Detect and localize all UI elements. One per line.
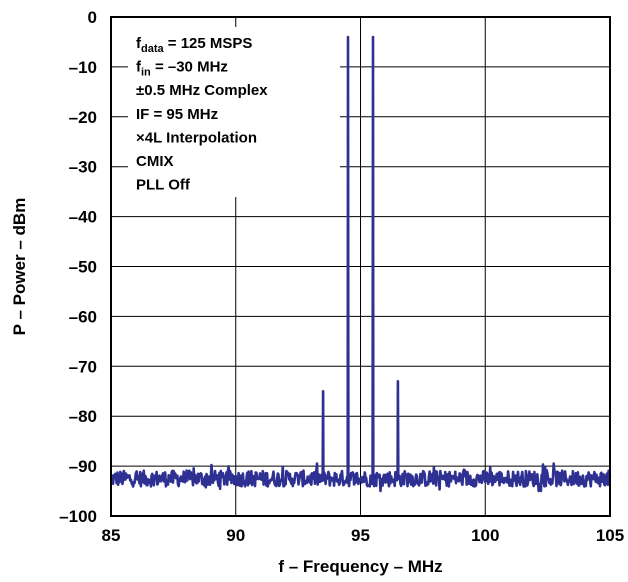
annotation-background xyxy=(128,27,340,197)
annotation-line: IF = 95 MHz xyxy=(136,106,218,123)
x-tick-label: 105 xyxy=(596,526,624,545)
y-axis-label: P – Power – dBm xyxy=(10,198,29,336)
y-tick-label: –90 xyxy=(69,457,97,476)
y-tick-label: –100 xyxy=(59,507,97,526)
y-tick-label: –30 xyxy=(69,158,97,177)
x-tick-labels: 85 90 95 100 105 xyxy=(102,526,625,545)
y-tick-label: –20 xyxy=(69,108,97,127)
y-tick-labels: 0 –10 –20 –30 –40 –50 –60 –70 –80 –90 –100 xyxy=(59,8,97,526)
y-tick-label: –70 xyxy=(69,357,97,376)
annotation-line: ±0.5 MHz Complex xyxy=(136,82,268,99)
plot-frame xyxy=(110,16,611,517)
x-tick-label: 95 xyxy=(351,526,370,545)
y-tick-label: –60 xyxy=(69,307,97,326)
x-axis-label: f – Frequency – MHz xyxy=(278,557,442,576)
annotation-line: fdata = 125 MSPS xyxy=(136,35,252,55)
annotation-line: ×4L Interpolation xyxy=(136,129,257,146)
x-tick-label: 85 xyxy=(102,526,121,545)
annotation-line: CMIX xyxy=(136,153,174,170)
y-tick-label: 0 xyxy=(88,8,97,27)
x-tick-label: 100 xyxy=(471,526,499,545)
y-tick-label: –50 xyxy=(69,258,97,277)
annotation-block: fdata = 125 MSPS fin = –30 MHz ±0.5 MHz Co… xyxy=(136,35,268,194)
spectrum-trace xyxy=(110,35,612,493)
x-tick-label: 90 xyxy=(226,526,245,545)
y-tick-label: –10 xyxy=(69,58,97,77)
annotation-line: fin = –30 MHz xyxy=(136,59,228,79)
annotation-line: PLL Off xyxy=(136,177,191,194)
y-tick-label: –40 xyxy=(69,208,97,227)
y-tick-label: –80 xyxy=(69,407,97,426)
